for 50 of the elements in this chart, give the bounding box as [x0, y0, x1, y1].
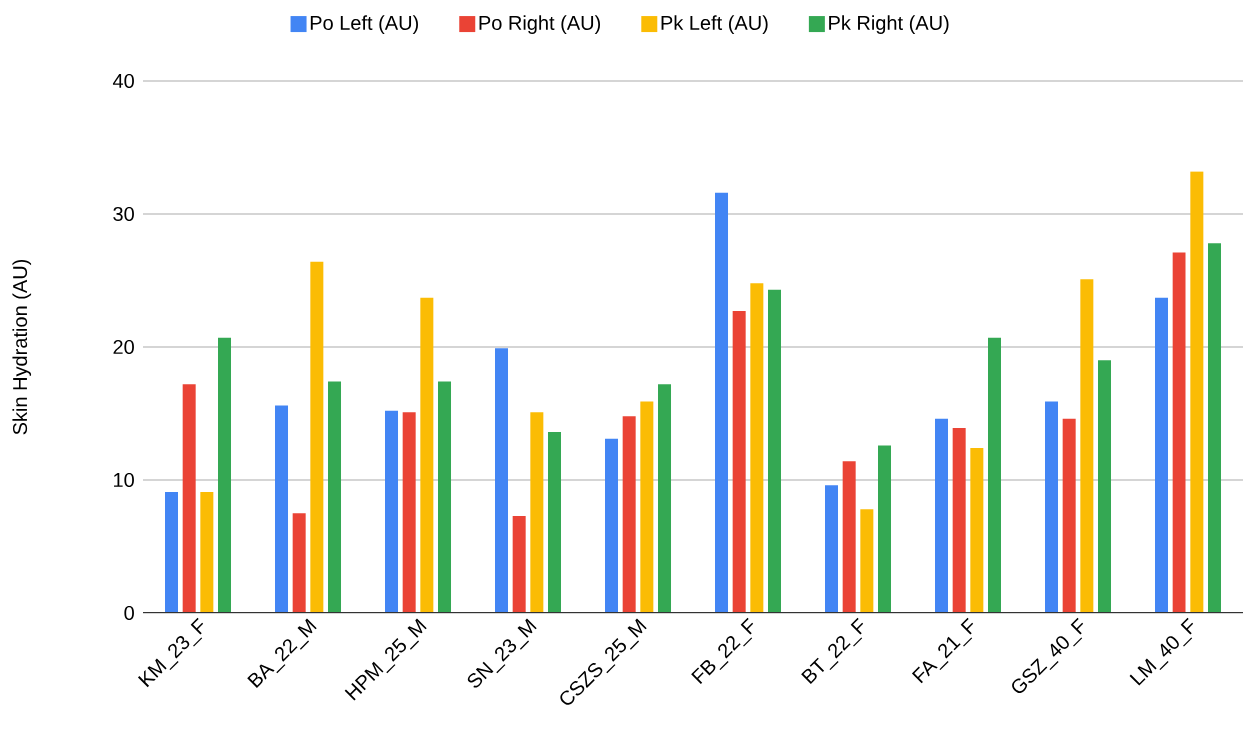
bar — [495, 348, 509, 613]
y-tick-label: 20 — [113, 339, 134, 355]
bar — [218, 337, 232, 613]
y-tick-label: 10 — [114, 472, 134, 488]
bar — [438, 381, 452, 613]
bar — [1155, 297, 1169, 613]
y-tick-label: 0 — [124, 605, 134, 621]
legend-label: Po Left (AU) — [310, 15, 418, 34]
bar — [310, 261, 324, 613]
legend-label: Pk Left (AU) — [661, 15, 768, 34]
bar — [970, 448, 984, 613]
bar — [548, 432, 562, 613]
bar — [292, 513, 306, 613]
y-axis-title: Skin Hydration (AU) — [12, 259, 32, 435]
bar — [750, 283, 764, 613]
bar — [328, 381, 342, 613]
bar — [825, 485, 839, 613]
bar — [622, 416, 636, 613]
bar — [1172, 252, 1186, 613]
bar — [768, 289, 782, 613]
y-tick-label: 40 — [112, 73, 134, 89]
bar — [640, 401, 654, 613]
legend-label: Pk Right (AU) — [829, 15, 949, 34]
bar — [1098, 360, 1112, 613]
bar — [935, 418, 948, 613]
bar — [402, 412, 416, 613]
bar — [715, 192, 729, 613]
bar — [605, 438, 618, 613]
bar — [1080, 279, 1094, 613]
bar — [165, 491, 179, 613]
bar — [200, 491, 214, 613]
bar — [1045, 401, 1059, 613]
bar — [182, 384, 196, 613]
bar — [878, 445, 892, 613]
bar — [385, 410, 399, 613]
bar — [530, 412, 544, 613]
bar — [1190, 171, 1204, 613]
bar — [842, 461, 856, 613]
bar — [1062, 418, 1076, 613]
bar — [988, 337, 1001, 613]
bar — [512, 515, 526, 613]
y-tick-label: 30 — [113, 206, 134, 222]
bar — [275, 405, 289, 613]
bar — [1208, 243, 1222, 613]
bar — [658, 384, 672, 613]
bar — [420, 297, 434, 613]
bar — [860, 509, 874, 613]
legend-label: Po Right (AU) — [479, 15, 601, 34]
bar — [952, 428, 966, 613]
bar — [732, 311, 746, 613]
